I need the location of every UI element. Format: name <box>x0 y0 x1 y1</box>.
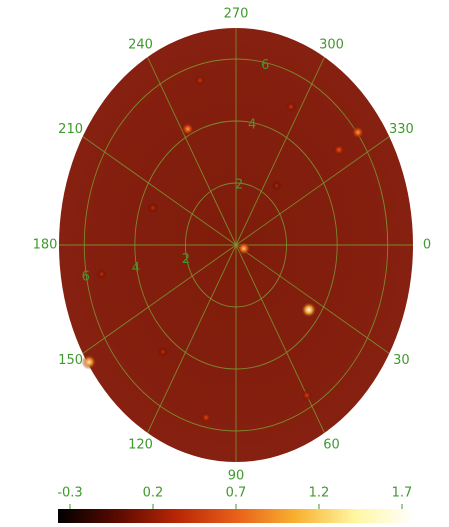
source <box>200 412 212 424</box>
source <box>301 302 317 318</box>
theta-tick-label: 330 <box>389 122 414 137</box>
source <box>333 144 345 156</box>
r-tick-label: 2 <box>182 252 190 267</box>
colorbar-gradient <box>58 509 414 523</box>
theta-tick-label: 180 <box>33 238 58 253</box>
source <box>157 346 168 357</box>
theta-tick-label: 60 <box>323 438 340 453</box>
source <box>237 241 251 255</box>
colorbar-tick-label: 1.7 <box>392 486 413 501</box>
source <box>81 354 96 369</box>
theta-tick-label: 240 <box>128 37 153 52</box>
source <box>285 101 296 112</box>
source <box>271 180 282 191</box>
theta-tick-label: 300 <box>319 37 344 52</box>
source <box>147 202 158 213</box>
source <box>194 75 205 86</box>
colorbar: -0.3 0.2 0.7 1.2 1.7 <box>57 486 414 524</box>
theta-tick-label: 90 <box>228 469 245 484</box>
theta-tick-label: 210 <box>58 122 83 137</box>
colorbar-tick-label: -0.3 <box>57 486 82 501</box>
theta-tick-label: 0 <box>423 238 431 253</box>
r-tick-label: 6 <box>82 269 90 284</box>
source <box>301 390 312 401</box>
theta-tick-label: 270 <box>224 7 249 22</box>
colorbar-tick-label: 0.7 <box>226 486 247 501</box>
theta-tick-label: 30 <box>393 353 410 368</box>
colorbar-tick-label: 0.2 <box>143 486 164 501</box>
r-tick-label: 2 <box>235 178 243 193</box>
r-tick-label: 4 <box>132 261 140 276</box>
theta-tick-label: 150 <box>58 353 83 368</box>
r-tick-label: 6 <box>261 58 269 73</box>
colorbar-tick-label: 1.2 <box>309 486 330 501</box>
source <box>181 122 194 135</box>
chart: 2244660306090120150180210240270300330 -0… <box>0 0 449 527</box>
source <box>96 269 107 280</box>
source <box>351 126 364 139</box>
theta-tick-label: 120 <box>128 438 153 453</box>
r-tick-label: 4 <box>248 118 256 133</box>
